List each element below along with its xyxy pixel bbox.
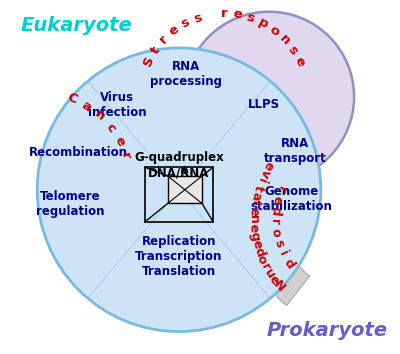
Text: o: o [266, 23, 282, 39]
Text: a: a [79, 98, 94, 114]
Text: s: s [285, 43, 300, 57]
Circle shape [184, 12, 354, 182]
Text: o: o [254, 253, 269, 266]
Text: p: p [256, 15, 270, 31]
Text: e: e [166, 23, 181, 39]
Text: i: i [254, 176, 268, 184]
Text: e: e [292, 55, 307, 68]
Text: d: d [251, 245, 266, 258]
Text: r: r [258, 261, 272, 272]
Text: n: n [247, 215, 260, 224]
Text: G-quadruplex
DNA/RNA: G-quadruplex DNA/RNA [134, 151, 224, 179]
Wedge shape [244, 133, 310, 306]
Text: Recombination: Recombination [29, 146, 128, 159]
Text: g: g [248, 230, 262, 241]
Text: u: u [262, 266, 277, 281]
Text: s: s [272, 238, 286, 249]
Text: e: e [247, 207, 260, 216]
Text: C: C [65, 91, 79, 107]
Text: t: t [148, 44, 162, 56]
Text: Replication
Transcription
Translation: Replication Transcription Translation [135, 235, 223, 278]
Text: r: r [248, 200, 262, 207]
Text: Telomere
regulation: Telomere regulation [36, 190, 105, 218]
Text: v: v [257, 166, 272, 179]
Text: t: t [251, 183, 266, 193]
Text: r: r [221, 7, 227, 20]
Text: s: s [179, 16, 192, 31]
Text: RNA
transport: RNA transport [264, 137, 327, 165]
Text: s: s [245, 11, 256, 25]
Text: s: s [192, 11, 203, 25]
Text: d: d [268, 206, 282, 216]
Text: e: e [270, 194, 284, 206]
Text: e: e [249, 238, 264, 250]
Text: e: e [111, 134, 127, 148]
Text: Genome
stabilization: Genome stabilization [250, 185, 332, 213]
Text: c: c [103, 120, 118, 135]
Text: d: d [280, 256, 296, 271]
Text: r: r [118, 151, 133, 161]
Text: e: e [266, 273, 282, 287]
Text: LLPS: LLPS [248, 98, 280, 111]
Text: e: e [247, 223, 260, 233]
Polygon shape [168, 176, 202, 204]
Text: N: N [271, 278, 288, 295]
Circle shape [37, 48, 321, 332]
Text: o: o [269, 228, 283, 238]
Text: r: r [274, 184, 288, 195]
Text: e: e [261, 159, 276, 173]
Text: r: r [157, 33, 171, 46]
Text: RNA
processing: RNA processing [150, 60, 222, 88]
Text: S: S [141, 55, 156, 69]
Text: n: n [276, 32, 292, 47]
Text: i: i [276, 249, 290, 258]
Text: a: a [249, 190, 264, 201]
Text: r: r [268, 218, 282, 225]
Text: Virus
infection: Virus infection [88, 91, 147, 119]
Text: Eukaryote: Eukaryote [20, 16, 132, 35]
Text: n: n [92, 108, 107, 124]
Text: e: e [232, 7, 243, 22]
Text: Prokaryote: Prokaryote [266, 321, 387, 340]
Wedge shape [82, 98, 147, 271]
